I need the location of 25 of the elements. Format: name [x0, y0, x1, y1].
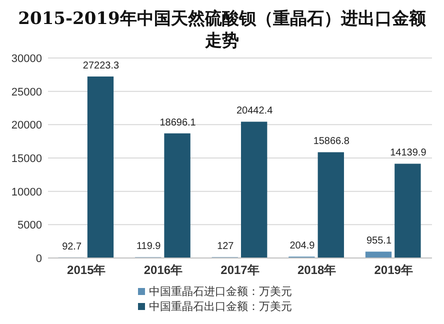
- x-tick-label: 2016年: [144, 263, 183, 277]
- legend-label: 中国重晶石出口金额：万美元: [149, 300, 292, 313]
- y-tick-label: 25000: [11, 86, 42, 98]
- data-label: 955.1: [366, 236, 392, 247]
- data-label: 127: [217, 241, 234, 252]
- data-label: 27223.3: [82, 60, 120, 72]
- data-label: 15866.8: [313, 136, 350, 148]
- data-label: 20442.4: [236, 106, 274, 117]
- chart-title: 2015-2019年中国天然硫酸钡（重晶石）进出口金额走势: [18, 9, 427, 51]
- y-tick-label: 30000: [11, 53, 42, 65]
- data-label: 119.9: [136, 241, 162, 252]
- data-label: 18696.1: [160, 117, 196, 128]
- x-tick-label: 2018年: [297, 263, 336, 277]
- legend-label: 中国重晶石进口金额：万美元: [149, 285, 292, 298]
- data-label: 204.9: [290, 240, 316, 252]
- y-tick-label: 20000: [11, 120, 42, 132]
- data-label: 14139.9: [390, 148, 427, 159]
- x-tick-label: 2017年: [220, 263, 260, 277]
- data-label: 92.7: [62, 241, 82, 252]
- y-tick-label: 15000: [11, 153, 42, 165]
- x-tick-label: 2019年: [374, 263, 413, 277]
- y-tick-label: 5000: [18, 220, 42, 232]
- y-tick-label: 0: [36, 253, 42, 265]
- x-tick-label: 2015年: [67, 263, 106, 277]
- y-tick-label: 10000: [11, 186, 42, 198]
